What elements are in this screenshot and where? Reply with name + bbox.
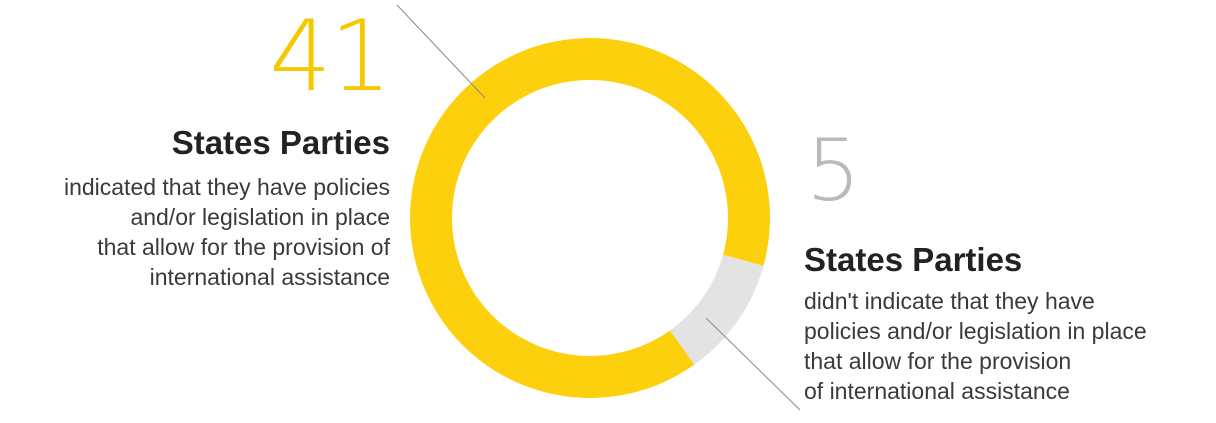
value-label-not-indicated: 5 xyxy=(806,121,861,221)
value-label-indicated: 41 xyxy=(269,0,392,114)
donut-slices xyxy=(410,37,771,399)
description-not-indicated: didn't indicate that they have policies … xyxy=(804,288,1147,404)
donut-slice-not-indicated xyxy=(670,254,764,365)
leader-line-left xyxy=(396,4,486,99)
description-indicated: indicated that they have policies and/or… xyxy=(63,174,390,290)
leader-lines xyxy=(396,4,801,411)
leader-line-right xyxy=(705,317,801,411)
heading-indicated: States Parties xyxy=(171,124,390,161)
heading-not-indicated: States Parties xyxy=(804,241,1023,278)
